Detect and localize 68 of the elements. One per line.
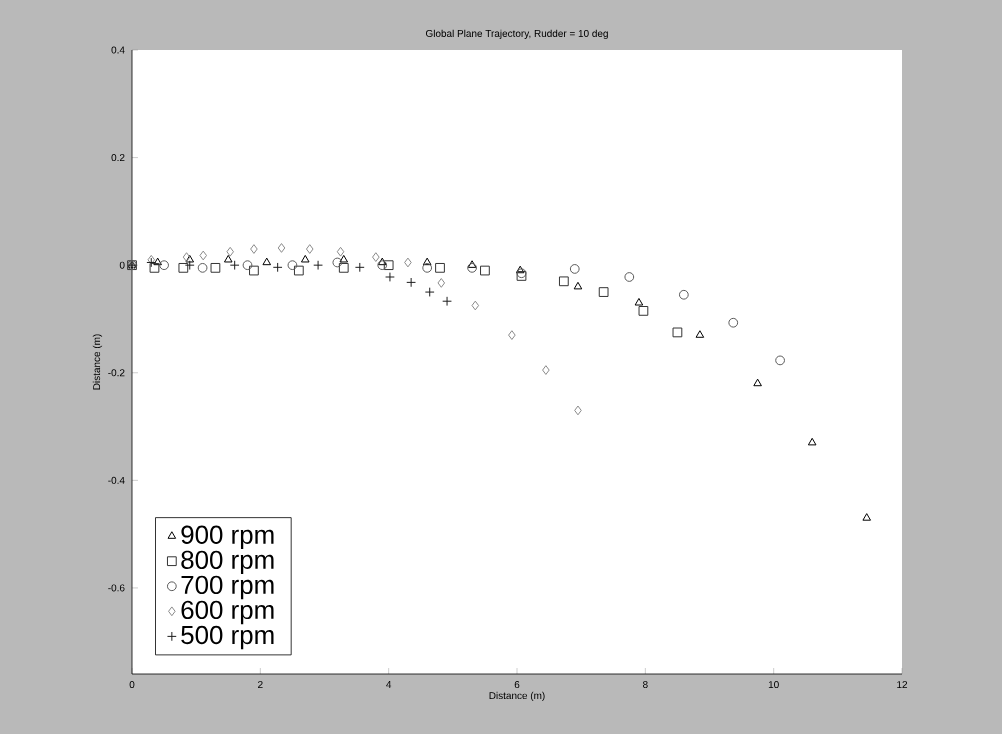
point — [467, 260, 477, 268]
point — [149, 262, 160, 273]
point — [435, 262, 445, 273]
point — [249, 265, 259, 276]
point — [339, 254, 349, 263]
point — [695, 330, 705, 338]
point — [262, 257, 272, 266]
point — [332, 257, 343, 268]
point — [383, 260, 394, 271]
legend-label: 700 rpm — [181, 575, 274, 600]
point — [272, 262, 283, 273]
point — [178, 262, 189, 273]
point — [471, 300, 480, 311]
point — [569, 264, 580, 274]
point — [377, 257, 387, 266]
point — [862, 513, 872, 521]
point — [508, 330, 516, 340]
point — [573, 281, 583, 290]
point — [574, 405, 582, 416]
point — [728, 317, 739, 328]
legend-label: 600 rpm — [181, 600, 274, 625]
point — [300, 254, 310, 263]
point — [467, 262, 477, 273]
point — [305, 244, 314, 254]
point — [558, 276, 569, 287]
point — [372, 252, 380, 262]
point — [678, 289, 689, 300]
point — [424, 287, 435, 297]
point — [277, 243, 286, 253]
legend-label: 800 rpm — [181, 550, 274, 575]
point — [437, 278, 446, 288]
point — [598, 287, 609, 297]
point — [753, 378, 762, 387]
point — [159, 260, 169, 271]
point — [223, 254, 233, 263]
point — [515, 265, 525, 274]
point — [404, 257, 412, 268]
point — [250, 244, 258, 254]
point — [807, 437, 817, 446]
legend-label: 500 rpm — [181, 625, 274, 650]
point — [197, 262, 208, 273]
point — [377, 260, 388, 271]
point — [242, 260, 253, 271]
point — [184, 260, 195, 271]
point — [338, 262, 349, 273]
point — [199, 250, 208, 261]
point — [293, 265, 304, 276]
point — [624, 272, 635, 282]
point — [672, 327, 683, 338]
point — [775, 355, 785, 366]
legend-label: 900 rpm — [181, 525, 274, 550]
point — [542, 365, 550, 375]
point — [210, 262, 221, 273]
point — [442, 296, 452, 307]
point — [153, 257, 162, 266]
point — [638, 306, 649, 316]
point — [634, 297, 644, 306]
point — [422, 257, 432, 266]
point — [422, 262, 433, 273]
point — [336, 246, 345, 257]
point — [229, 260, 240, 271]
point — [313, 260, 323, 271]
point — [226, 246, 234, 257]
point — [406, 277, 417, 288]
point — [354, 262, 365, 273]
point — [385, 272, 395, 282]
point — [287, 260, 298, 271]
point — [480, 265, 490, 276]
